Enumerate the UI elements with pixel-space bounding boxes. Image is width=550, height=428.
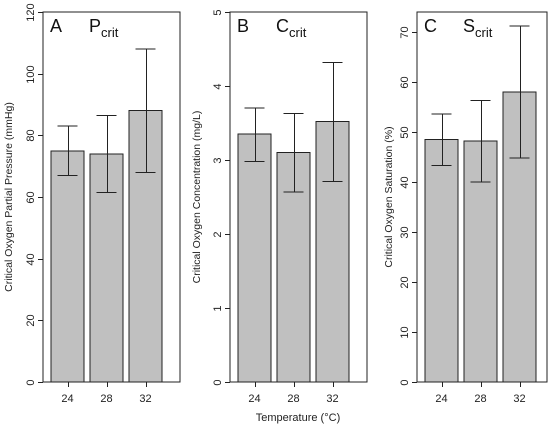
- x-tick-label: 24: [248, 393, 260, 405]
- x-tick-label: 24: [435, 393, 447, 405]
- bar-24: [50, 150, 85, 383]
- x-tick-label: 28: [474, 393, 486, 405]
- y-tick-label: 50: [399, 126, 411, 138]
- x-axis-label: Temperature (°C): [256, 412, 340, 424]
- bar-32: [128, 110, 163, 383]
- panel-c: 0 10 20 30 40 50 60 70 Critical Oxygen Saturatio…: [383, 11, 548, 405]
- y-tick-label: 5: [212, 9, 224, 15]
- panel-letter: C: [424, 16, 437, 36]
- y-tick-label: 10: [399, 326, 411, 338]
- y-axis-label: Critical Oxygen Saturation (%): [383, 126, 395, 267]
- y-tick-label: 40: [25, 253, 37, 265]
- panel-letter: A: [50, 16, 62, 36]
- y-tick-label: 100: [25, 65, 37, 83]
- y-tick-label: 30: [399, 226, 411, 238]
- x-tick-label: 32: [513, 393, 525, 405]
- x-tick-label: 24: [61, 393, 73, 405]
- bar-24: [424, 139, 459, 383]
- y-axis-label: Critical Oxygen Concentration (mg/L): [191, 111, 203, 284]
- bar-24: [237, 133, 272, 383]
- bar-28: [276, 152, 311, 383]
- y-tick-label: 20: [399, 276, 411, 288]
- y-tick-label: 70: [399, 26, 411, 38]
- y-tick-label: 40: [399, 176, 411, 188]
- bar-28: [89, 153, 124, 383]
- bar-32: [315, 121, 350, 383]
- panel-a: 0 20 40 60 80 100 120 Critical Oxygen Partial P…: [3, 3, 181, 405]
- x-tick-label: 32: [326, 393, 338, 405]
- y-tick-label: 3: [212, 157, 224, 163]
- panel-b: 0 1 2 3 4 5 Critical Oxygen Concentration (mg/…: [191, 9, 368, 405]
- panel-title-subscript: crit: [101, 25, 119, 40]
- x-tick-label: 28: [100, 393, 112, 405]
- panel-title-main: S: [463, 16, 475, 36]
- y-tick-label: 80: [25, 129, 37, 141]
- panel-letter: B: [237, 16, 249, 36]
- panel-title: Ccrit: [276, 16, 307, 40]
- y-tick-label: 120: [25, 3, 37, 21]
- panel-title-main: P: [89, 16, 101, 36]
- bar-28: [463, 140, 498, 383]
- y-tick-label: 4: [212, 83, 224, 89]
- x-tick-label: 28: [287, 393, 299, 405]
- y-tick-label: 60: [25, 191, 37, 203]
- panel-title-subscript: crit: [289, 25, 307, 40]
- y-tick-label: 20: [25, 314, 37, 326]
- y-tick-label: 60: [399, 76, 411, 88]
- panel-title-subscript: crit: [475, 25, 493, 40]
- panel-title: Scrit: [463, 16, 493, 40]
- bar-32: [502, 91, 537, 383]
- y-tick-label: 1: [212, 305, 224, 311]
- y-tick-label: 0: [212, 379, 224, 385]
- y-axis-label: Critical Oxygen Partial Pressure (mmHg): [3, 102, 15, 292]
- y-tick-label: 2: [212, 231, 224, 237]
- y-tick-label: 0: [399, 379, 411, 385]
- x-tick-label: 32: [139, 393, 151, 405]
- panel-title: Pcrit: [89, 16, 119, 40]
- y-tick-label: 0: [25, 379, 37, 385]
- panel-title-main: C: [276, 16, 289, 36]
